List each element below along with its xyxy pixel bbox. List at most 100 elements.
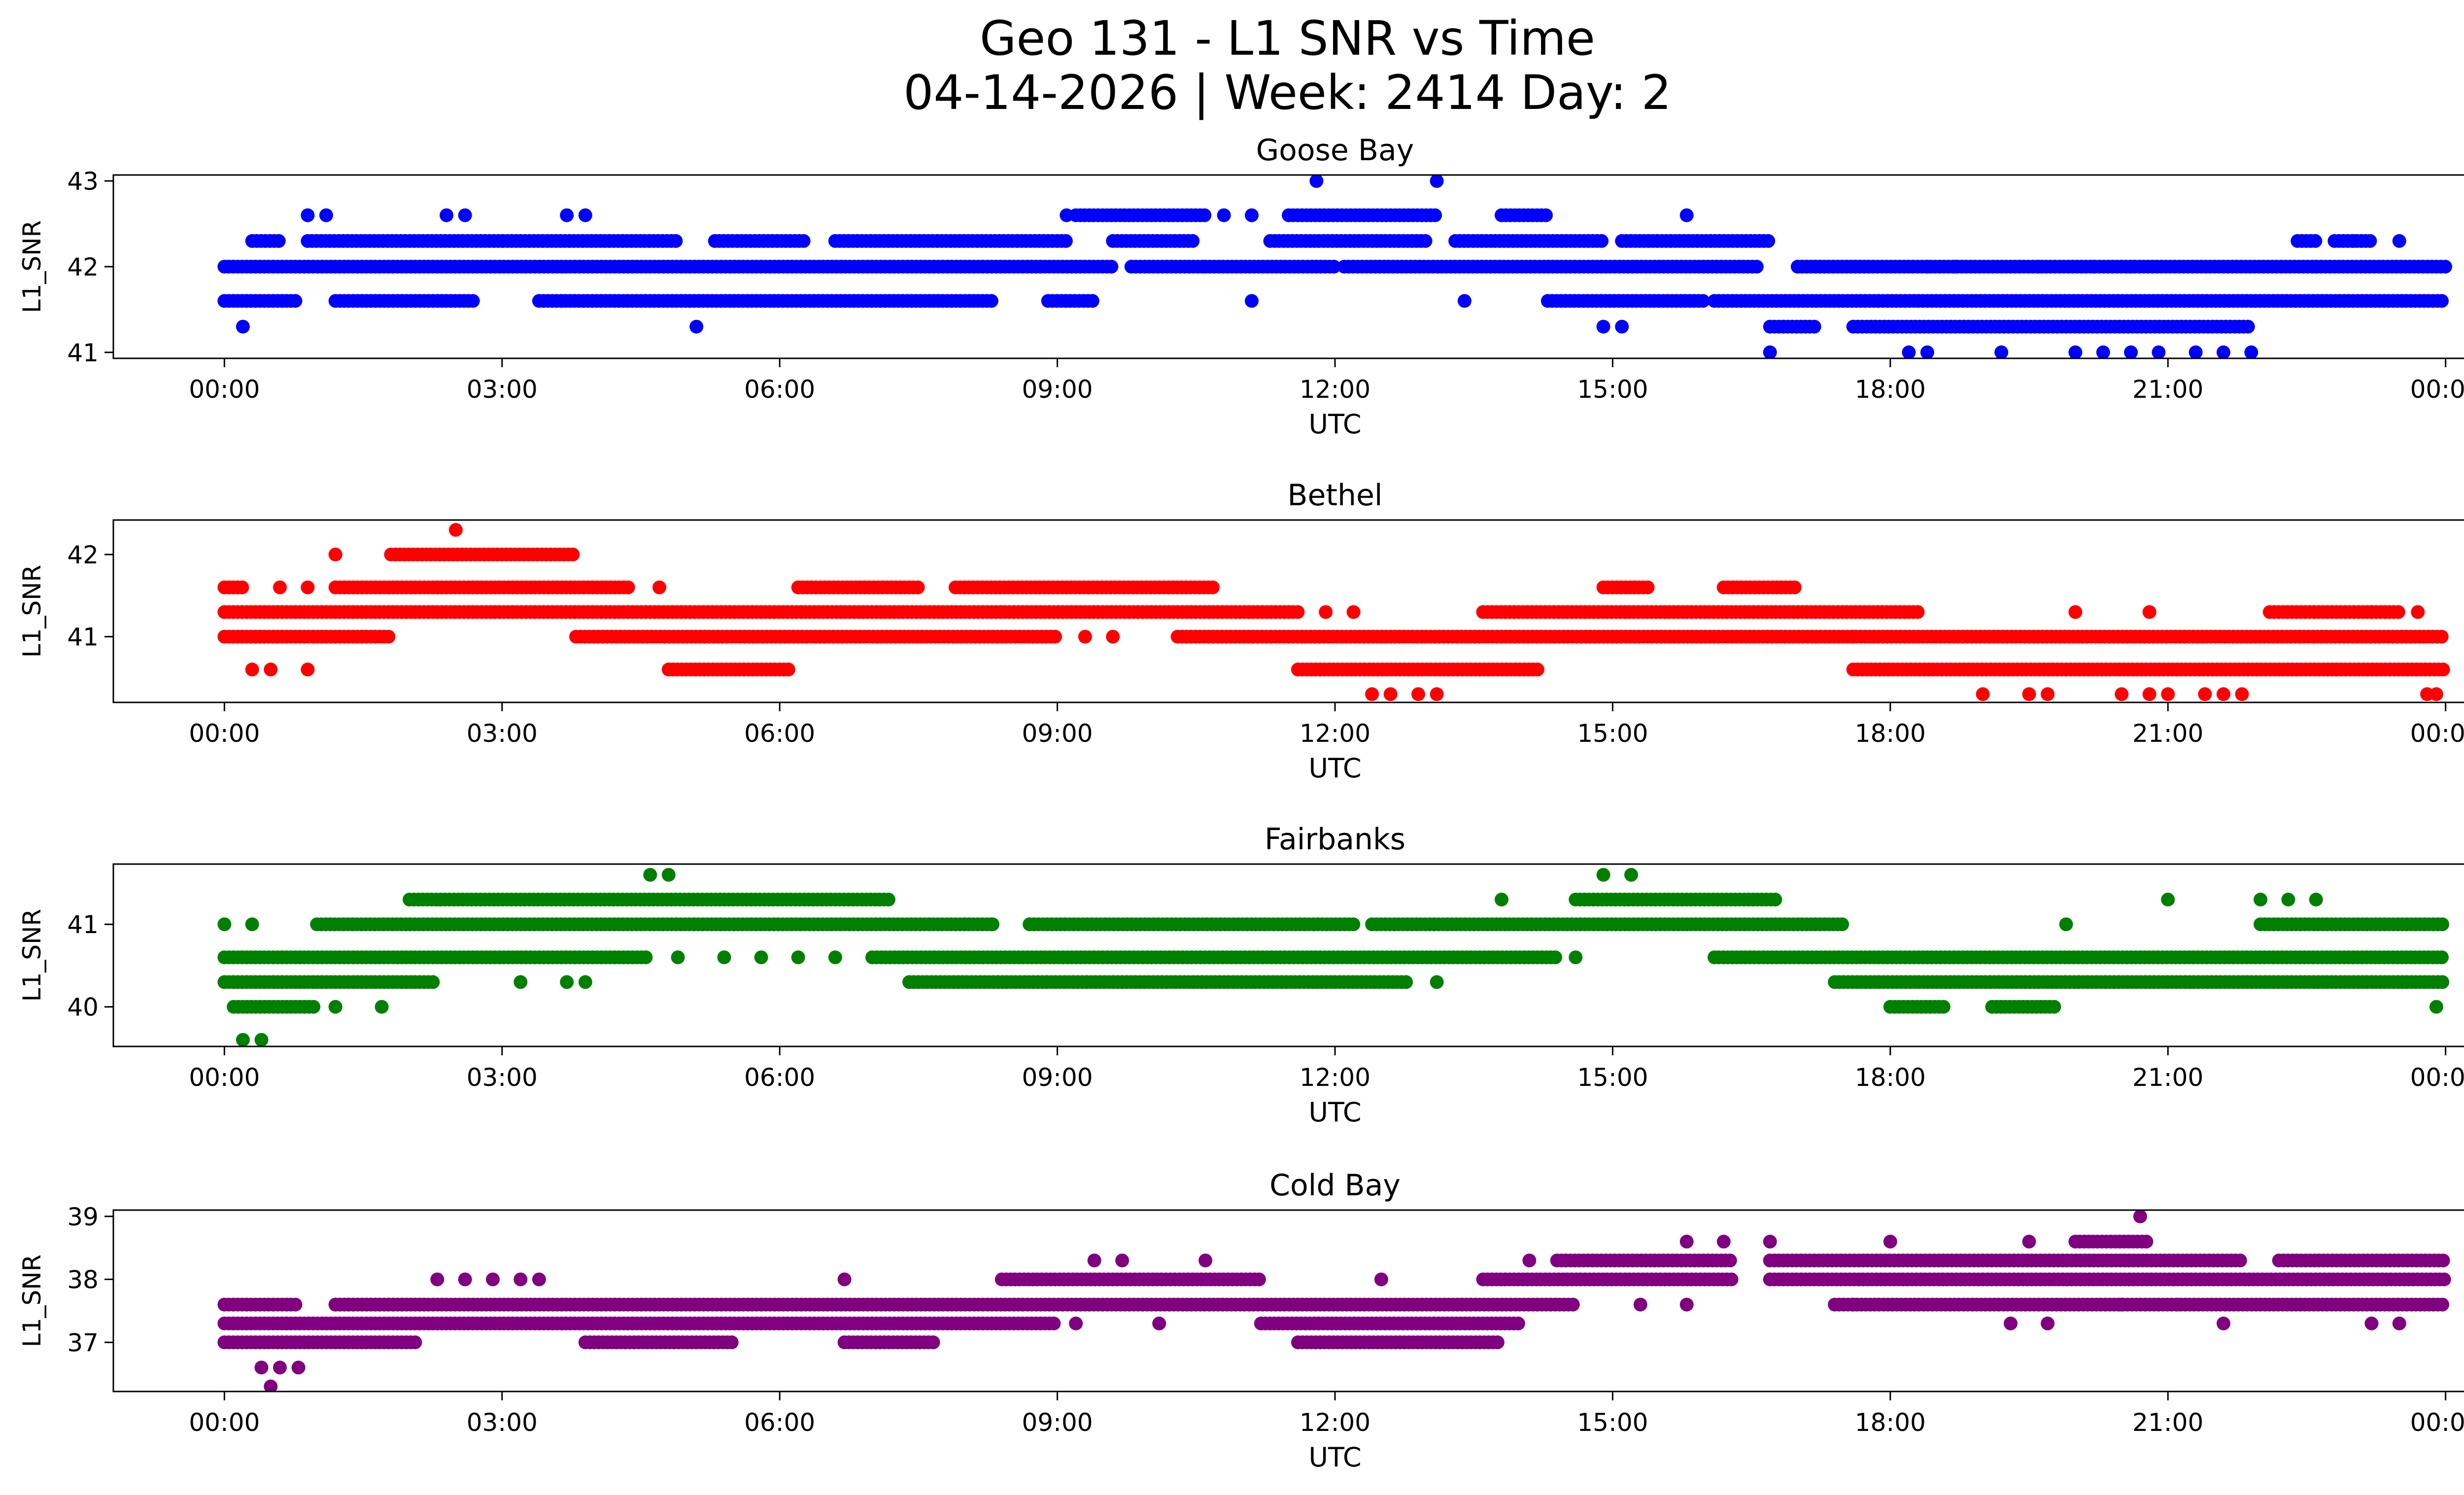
data-point bbox=[301, 662, 315, 677]
data-point bbox=[1696, 294, 1710, 308]
data-point bbox=[1198, 208, 1212, 222]
data-point bbox=[1411, 687, 1425, 701]
data-point bbox=[1548, 950, 1562, 965]
band-segment-1-0 bbox=[217, 1335, 422, 1350]
band-segment-1-3 bbox=[1291, 1335, 1505, 1350]
data-point bbox=[1569, 950, 1583, 965]
data-point bbox=[2363, 234, 2377, 248]
data-point bbox=[2216, 687, 2230, 701]
data-point bbox=[689, 319, 704, 334]
data-point bbox=[652, 580, 666, 594]
data-point bbox=[2041, 687, 2055, 701]
data-point bbox=[1428, 208, 1442, 222]
band-segment-0-1 bbox=[1254, 1317, 1525, 1330]
band-segment-4-0 bbox=[227, 1000, 321, 1014]
data-point bbox=[1595, 234, 1609, 248]
data-point bbox=[1679, 208, 1694, 222]
band-segment-2-3 bbox=[828, 234, 1073, 248]
data-point bbox=[408, 1335, 422, 1350]
subplot-title: Fairbanks bbox=[1265, 822, 1405, 857]
band-segment-1-0 bbox=[217, 294, 303, 308]
data-point bbox=[236, 319, 250, 334]
band-segment-1-3 bbox=[1041, 294, 1099, 308]
band-segment-3-0 bbox=[384, 548, 580, 561]
x-tick-label: 21:00 bbox=[2132, 375, 2203, 404]
band-segment-2-1 bbox=[301, 234, 683, 248]
data-point bbox=[578, 975, 592, 989]
data-point bbox=[1566, 1297, 1580, 1312]
x-axis-label: UTC bbox=[1308, 1097, 1361, 1128]
data-point bbox=[2161, 893, 2175, 906]
y-tick-label: 42 bbox=[67, 253, 99, 281]
data-point bbox=[2152, 345, 2166, 358]
band-segment-4-1 bbox=[1883, 1000, 1951, 1014]
band-segment-0-2 bbox=[1198, 260, 1341, 274]
band-segment-2-2 bbox=[1365, 917, 1849, 932]
data-point bbox=[1490, 1335, 1505, 1350]
band-segment-0-5 bbox=[1791, 260, 2452, 274]
data-point bbox=[1495, 893, 1508, 906]
data-point bbox=[328, 548, 342, 561]
data-point bbox=[440, 208, 454, 222]
data-point bbox=[2189, 345, 2203, 358]
data-point bbox=[466, 294, 480, 308]
data-point bbox=[1365, 687, 1379, 701]
data-point bbox=[328, 1000, 342, 1014]
data-point bbox=[986, 917, 1000, 932]
data-point bbox=[2435, 975, 2450, 989]
data-point bbox=[2429, 1000, 2443, 1014]
x-tick-label: 09:00 bbox=[1022, 375, 1093, 404]
band-segment-2-5 bbox=[1716, 580, 1802, 594]
band-segment-1-2 bbox=[837, 1335, 940, 1350]
band-segment-1-2 bbox=[1170, 629, 2449, 644]
data-point bbox=[828, 950, 842, 965]
y-tick-label: 43 bbox=[67, 167, 99, 196]
data-point bbox=[2435, 917, 2449, 932]
data-point bbox=[669, 234, 683, 248]
data-point bbox=[272, 234, 286, 248]
data-point bbox=[1761, 234, 1776, 248]
data-point bbox=[2124, 345, 2138, 358]
data-point bbox=[1309, 175, 1324, 188]
data-point bbox=[2254, 893, 2267, 906]
y-axis-label: L1_SNR bbox=[18, 220, 46, 313]
data-point bbox=[566, 548, 580, 561]
data-point bbox=[1399, 975, 1413, 989]
data-point bbox=[2059, 917, 2073, 932]
data-point bbox=[2346, 234, 2360, 248]
band-segment-1-1 bbox=[569, 629, 1062, 644]
data-point bbox=[2309, 260, 2323, 274]
subplot-title: Goose Bay bbox=[1256, 133, 1414, 168]
data-point bbox=[1920, 260, 1934, 274]
x-tick-label: 03:00 bbox=[467, 375, 538, 404]
band-segment-3-1 bbox=[1569, 893, 1782, 906]
band-segment-2-4 bbox=[1106, 234, 1200, 248]
band-segment-2-0 bbox=[217, 580, 249, 594]
band-segment-2-3 bbox=[1828, 1297, 2450, 1312]
data-point bbox=[2435, 950, 2449, 965]
x-tick-label: 15:00 bbox=[1577, 1063, 1648, 1092]
data-point bbox=[1048, 629, 1062, 644]
data-point bbox=[2435, 294, 2449, 308]
data-point bbox=[781, 662, 795, 677]
data-point bbox=[1749, 260, 1764, 274]
x-tick-label: 18:00 bbox=[1855, 719, 1926, 748]
data-point bbox=[1186, 234, 1200, 248]
data-point bbox=[2308, 234, 2323, 248]
figure-title-line2: 04-14-2026 | Week: 2414 Day: 2 bbox=[903, 65, 1672, 120]
data-point bbox=[2198, 687, 2212, 701]
isolated-points bbox=[217, 868, 2443, 1046]
x-tick-label: 09:00 bbox=[1022, 1063, 1093, 1092]
data-point bbox=[301, 208, 315, 222]
data-point bbox=[1085, 294, 1099, 308]
data-point bbox=[1418, 234, 1433, 248]
data-point bbox=[2068, 345, 2083, 358]
data-point bbox=[1763, 345, 1777, 358]
isolated-points bbox=[245, 523, 2443, 701]
data-point bbox=[1624, 868, 1638, 882]
data-point bbox=[426, 975, 440, 989]
data-point bbox=[1047, 1317, 1061, 1330]
data-point bbox=[288, 294, 303, 308]
data-point bbox=[1430, 975, 1444, 989]
data-point bbox=[661, 868, 676, 882]
